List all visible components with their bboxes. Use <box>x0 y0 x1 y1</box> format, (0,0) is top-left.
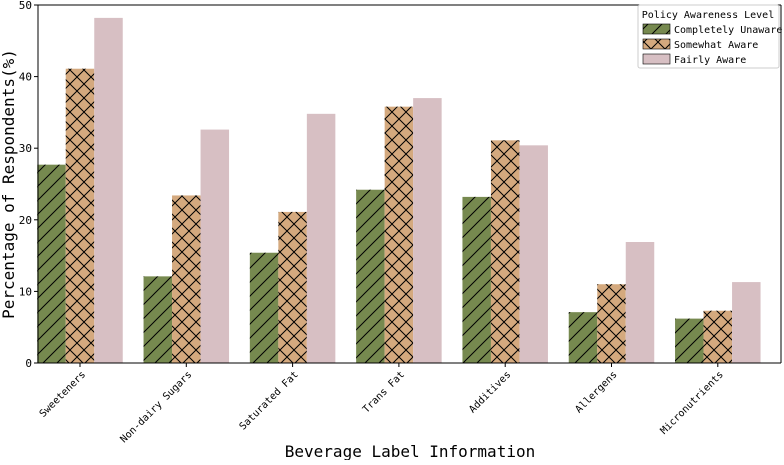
bar-allergens-completely-unaware-hatch <box>568 312 598 363</box>
legend-box <box>637 4 780 69</box>
legend-label-fairly-aware: Fairly Aware <box>674 55 746 66</box>
bar-saturated-fat-somewhat-aware-hatch <box>278 211 307 363</box>
x-tick-label-allergens: Allergens <box>574 369 620 415</box>
x-tick-label-trans-fat: Trans Fat <box>361 369 407 415</box>
legend-swatch-completely-unaware-hatch <box>643 24 670 34</box>
legend-swatch-fairly-aware <box>642 53 671 65</box>
bar-saturated-fat-completely-unaware-hatch <box>249 252 279 363</box>
bar-sweeteners-completely-unaware-hatch <box>37 164 66 363</box>
y-tick-label: 20 <box>19 214 32 227</box>
x-tick-label-non-dairy-sugars: Non-dairy Sugars <box>119 369 195 445</box>
bar-allergens-somewhat-aware-hatch <box>597 284 626 363</box>
legend-title: Policy Awareness Level <box>642 10 774 21</box>
x-tick-label-sweeteners: Sweeteners <box>38 369 88 419</box>
bar-non-dairy-sugars-fairly-aware <box>200 129 230 363</box>
x-tick-label-additives: Additives <box>467 369 513 415</box>
bar-additives-fairly-aware <box>519 145 548 363</box>
y-tick-label: 40 <box>19 71 32 84</box>
y-tick-label: 0 <box>25 357 32 370</box>
bar-trans-fat-fairly-aware <box>413 98 442 363</box>
x-axis-title: Beverage Label Information <box>285 442 535 460</box>
bar-additives-somewhat-aware-hatch <box>490 140 520 363</box>
bar-micronutrients-somewhat-aware-hatch <box>703 310 733 363</box>
legend-label-somewhat-aware: Somewhat Aware <box>674 40 758 51</box>
legend-label-completely-unaware: Completely Unaware <box>674 25 782 36</box>
legend-swatch-somewhat-aware-hatch <box>643 39 670 49</box>
y-tick-label: 30 <box>19 142 32 155</box>
x-tick-label-saturated-fat: Saturated Fat <box>238 369 301 432</box>
bar-allergens-fairly-aware <box>625 241 655 363</box>
bar-non-dairy-sugars-somewhat-aware-hatch <box>172 195 201 363</box>
bar-sweeteners-somewhat-aware-hatch <box>65 68 95 363</box>
y-tick-label: 10 <box>19 285 32 298</box>
bar-trans-fat-completely-unaware-hatch <box>356 189 385 363</box>
x-tick-label-micronutrients: Micronutrients <box>659 369 726 436</box>
bar-sweeteners-fairly-aware <box>94 17 123 363</box>
bar-micronutrients-fairly-aware <box>732 282 761 363</box>
legend: Policy Awareness Level Completely Unawar… <box>637 4 782 69</box>
bar-micronutrients-completely-unaware-hatch <box>675 318 704 363</box>
y-tick-label: 50 <box>19 0 32 12</box>
bar-additives-completely-unaware-hatch <box>462 196 491 363</box>
bar-saturated-fat-fairly-aware <box>306 113 336 363</box>
bar-trans-fat-somewhat-aware-hatch <box>384 106 414 363</box>
bar-non-dairy-sugars-completely-unaware-hatch <box>143 276 173 363</box>
y-axis-title: Percentage of Respondents(%) <box>0 49 18 319</box>
